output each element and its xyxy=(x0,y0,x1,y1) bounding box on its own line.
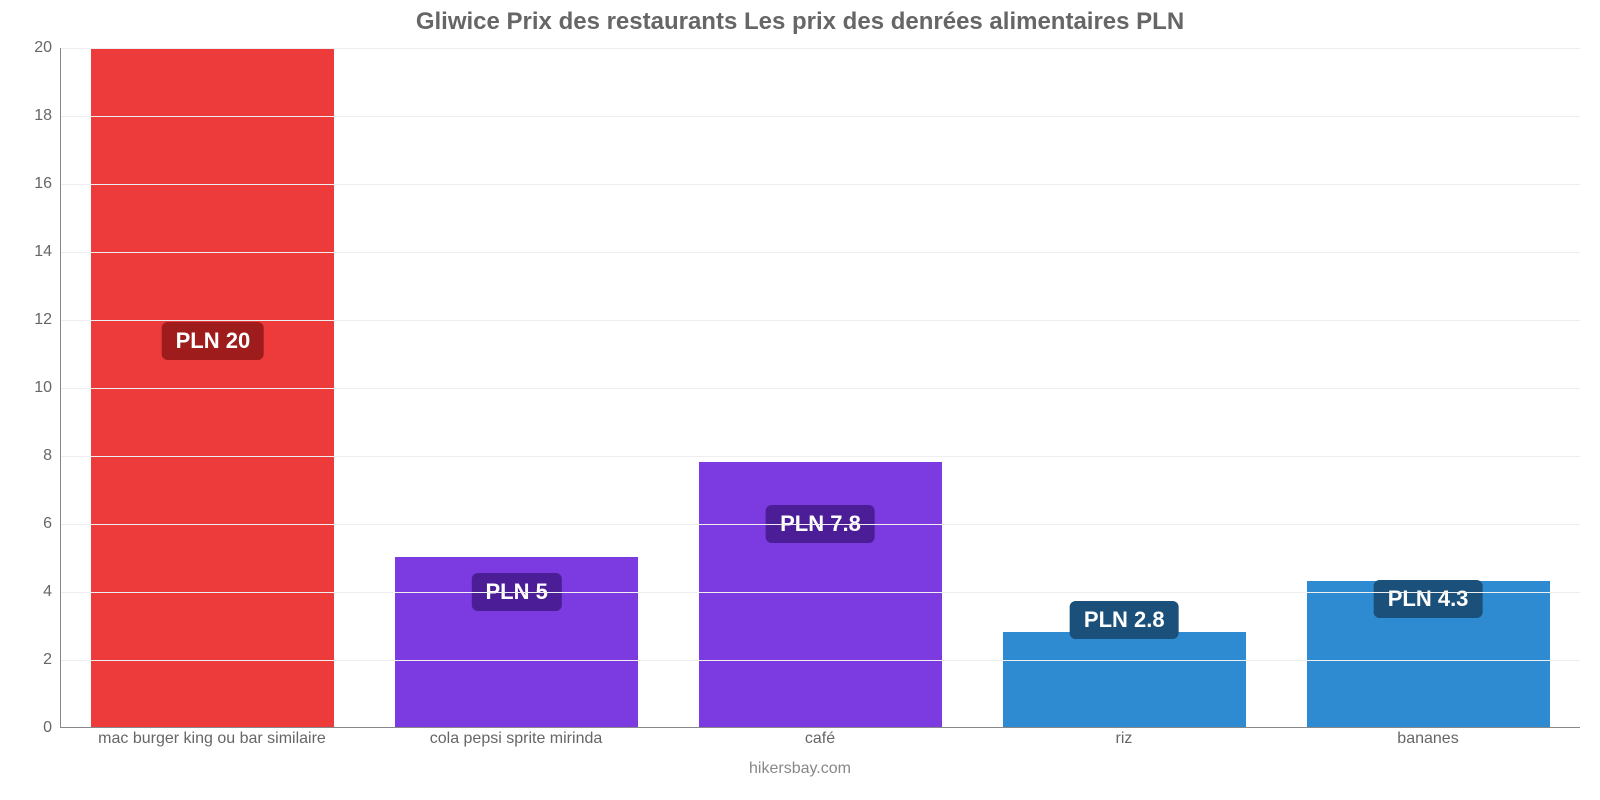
ytick-label: 14 xyxy=(12,243,52,261)
ytick-label: 10 xyxy=(12,379,52,397)
bar xyxy=(699,462,942,727)
chart-title: Gliwice Prix des restaurants Les prix de… xyxy=(0,8,1600,36)
gridline xyxy=(61,592,1580,593)
plot-area: PLN 20PLN 5PLN 7.8PLN 2.8PLN 4.3 xyxy=(60,48,1580,728)
gridline xyxy=(61,184,1580,185)
ytick-label: 6 xyxy=(12,515,52,533)
ytick-label: 18 xyxy=(12,107,52,125)
value-badge: PLN 2.8 xyxy=(1070,601,1179,639)
bar xyxy=(1003,632,1246,727)
ytick-label: 16 xyxy=(12,175,52,193)
ytick-label: 8 xyxy=(12,447,52,465)
xaxis-label: mac burger king ou bar similaire xyxy=(60,730,364,748)
xaxis-label: bananes xyxy=(1276,730,1580,748)
gridline xyxy=(61,116,1580,117)
chart-footer: hikersbay.com xyxy=(0,760,1600,778)
ytick-label: 2 xyxy=(12,651,52,669)
xaxis-label: café xyxy=(668,730,972,748)
xaxis-labels: mac burger king ou bar similairecola pep… xyxy=(60,730,1580,748)
gridline xyxy=(61,660,1580,661)
chart-wrapper: Gliwice Prix des restaurants Les prix de… xyxy=(0,0,1600,800)
gridline xyxy=(61,388,1580,389)
value-badge: PLN 4.3 xyxy=(1374,580,1483,618)
gridline xyxy=(61,320,1580,321)
ytick-label: 12 xyxy=(12,311,52,329)
ytick-label: 4 xyxy=(12,583,52,601)
xaxis-label: cola pepsi sprite mirinda xyxy=(364,730,668,748)
gridline xyxy=(61,456,1580,457)
ytick-label: 0 xyxy=(12,719,52,737)
xaxis-label: riz xyxy=(972,730,1276,748)
ytick-label: 20 xyxy=(12,39,52,57)
gridline xyxy=(61,252,1580,253)
gridline xyxy=(61,48,1580,49)
gridline xyxy=(61,524,1580,525)
value-badge: PLN 20 xyxy=(162,322,265,360)
